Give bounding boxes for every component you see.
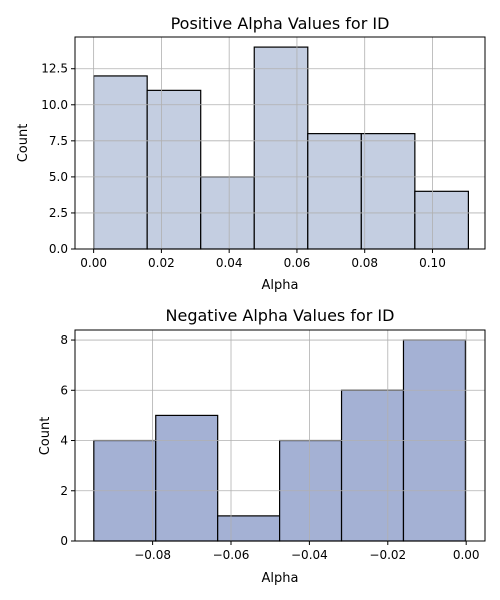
y-tick-label: 0.0 bbox=[49, 242, 68, 256]
y-tick-label: 7.5 bbox=[49, 134, 68, 148]
x-tick-label: 0.00 bbox=[453, 548, 480, 562]
y-tick-label: 8 bbox=[60, 333, 68, 347]
x-tick-label: 0.06 bbox=[284, 256, 311, 270]
x-axis-label: Alpha bbox=[262, 278, 299, 293]
y-tick-label: 5.0 bbox=[49, 170, 68, 184]
y-tick-label: 6 bbox=[60, 383, 68, 397]
x-tick-label: 0.08 bbox=[351, 256, 378, 270]
x-tick-label: 0.00 bbox=[80, 256, 107, 270]
plot-frame bbox=[74, 329, 486, 542]
x-tick-label: −0.02 bbox=[369, 548, 406, 562]
x-axis-label: Alpha bbox=[262, 571, 299, 586]
chart-title: Negative Alpha Values for ID bbox=[166, 306, 395, 325]
histogram-bar bbox=[253, 46, 309, 250]
histogram-bar bbox=[360, 133, 416, 250]
histogram-bar bbox=[146, 89, 202, 250]
y-tick-label: 2 bbox=[60, 484, 68, 498]
y-tick-label: 12.5 bbox=[41, 62, 68, 76]
y-tick-label: 0 bbox=[60, 534, 68, 548]
histogram-bar bbox=[93, 75, 148, 250]
plot-frame bbox=[74, 36, 486, 250]
y-tick-label: 4 bbox=[60, 434, 68, 448]
y-tick-label: 2.5 bbox=[49, 206, 68, 220]
x-tick-label: −0.04 bbox=[291, 548, 328, 562]
y-axis-label: Count bbox=[16, 124, 31, 163]
histogram-bar bbox=[307, 133, 362, 250]
negative-alpha-chart: Negative Alpha Values for ID Alpha Count… bbox=[38, 306, 486, 586]
positive-alpha-chart: Positive Alpha Values for ID Alpha Count… bbox=[16, 14, 486, 293]
chart-title: Positive Alpha Values for ID bbox=[171, 14, 390, 33]
x-tick-label: −0.06 bbox=[213, 548, 250, 562]
histogram-bar bbox=[340, 389, 405, 542]
x-tick-label: −0.08 bbox=[134, 548, 171, 562]
y-tick-label: 10.0 bbox=[41, 98, 68, 112]
x-tick-label: 0.04 bbox=[216, 256, 243, 270]
y-axis-label: Count bbox=[38, 417, 53, 456]
x-tick-label: 0.02 bbox=[148, 256, 175, 270]
histogram-bar bbox=[155, 414, 219, 542]
x-tick-label: 0.10 bbox=[419, 256, 446, 270]
histogram-bar bbox=[217, 515, 281, 542]
histogram-bar bbox=[414, 190, 469, 250]
